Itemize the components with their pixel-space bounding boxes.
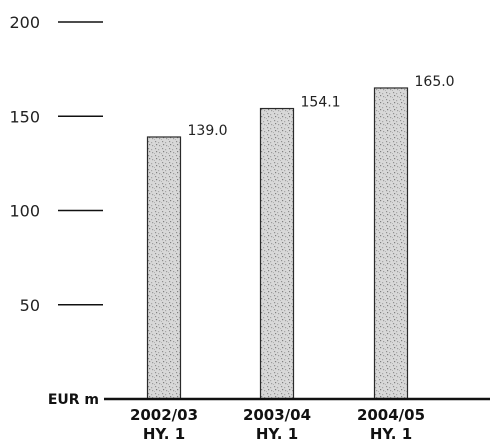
x-category-label: 2002/03 — [130, 406, 198, 424]
bar — [146, 136, 182, 400]
x-category-label: 2003/04 — [243, 406, 311, 424]
x-category-label: HY. 1 — [256, 425, 298, 443]
bar-value-label: 165.0 — [415, 74, 455, 90]
y-tick-label: 100 — [9, 202, 40, 221]
y-tick-label: 200 — [9, 13, 40, 32]
bars-group: 139.0 154.1 165.0 — [146, 74, 455, 400]
bar — [259, 107, 295, 400]
y-tick-label: 50 — [20, 296, 40, 315]
x-category-label: HY. 1 — [370, 425, 412, 443]
bar-value-label: 154.1 — [301, 95, 341, 111]
bar-value-label: 139.0 — [188, 123, 228, 139]
x-category-label: 2004/05 — [357, 406, 425, 424]
y-tick-label: 150 — [9, 107, 40, 126]
x-category-label: HY. 1 — [143, 425, 185, 443]
y-unit-label: EUR m — [48, 392, 99, 408]
y-axis-ticks: 50 100 150 200 — [9, 13, 103, 315]
bar — [373, 87, 409, 400]
